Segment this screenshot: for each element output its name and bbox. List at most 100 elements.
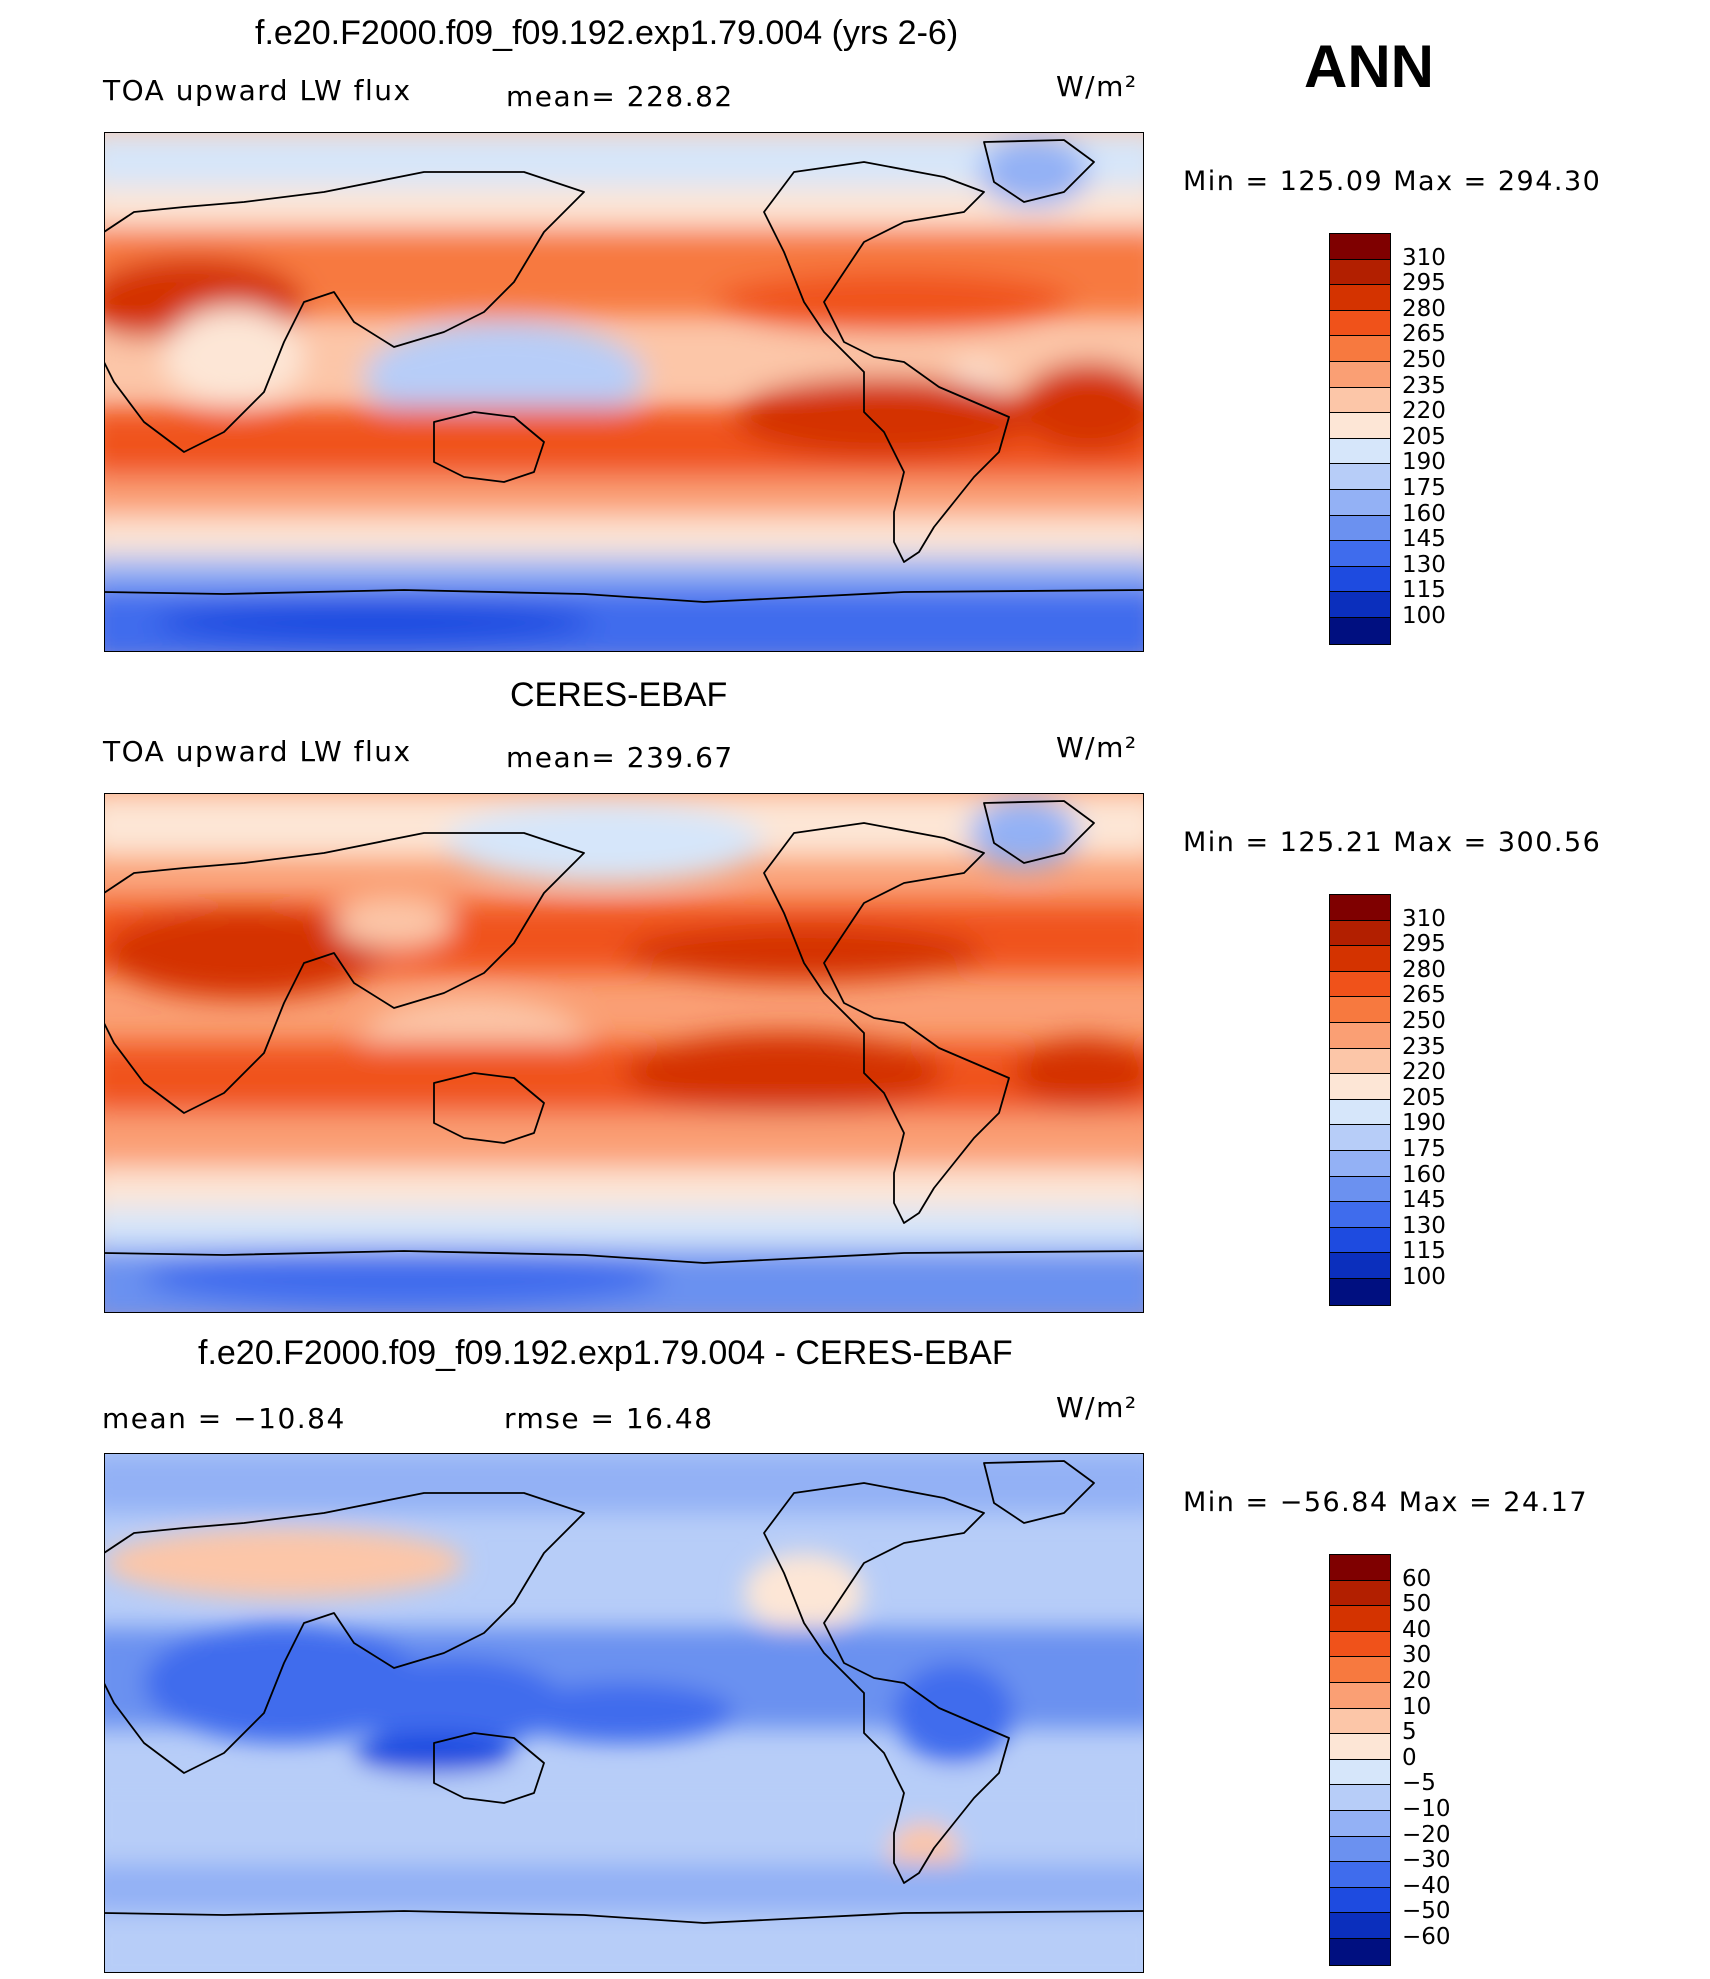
panel-2-map — [104, 793, 1144, 1313]
colorbar-swatch — [1330, 1631, 1390, 1658]
eurasia-warm — [104, 1528, 464, 1598]
colorbar-tick-label: 295 — [1402, 270, 1446, 297]
panel-2-colorbar — [1329, 894, 1391, 1306]
colorbar-swatch — [1330, 1682, 1390, 1709]
colorbar-swatch — [1330, 1253, 1390, 1279]
se-pacific-hot — [624, 1033, 944, 1113]
panel-3-title: f.e20.F2000.f09_f09.192.exp1.79.004 - CE… — [198, 1334, 1013, 1372]
antarctic-edge — [104, 1208, 1144, 1248]
colorbar-tick-label: 220 — [1402, 398, 1446, 425]
colorbar-swatch — [1330, 592, 1390, 618]
nh-midlat-band — [104, 187, 1144, 232]
colorbar-swatch — [1330, 1759, 1390, 1786]
colorbar-tick-label: 20 — [1402, 1668, 1432, 1694]
colorbar-tick-label: 145 — [1402, 1187, 1446, 1214]
colorbar-tick-label: 175 — [1402, 475, 1446, 501]
coast-greenland — [983, 139, 1095, 203]
colorbar-swatch — [1330, 1150, 1390, 1177]
colorbar-tick-label: 250 — [1402, 1008, 1446, 1034]
colorbar-tick-label: 220 — [1402, 1059, 1446, 1086]
season-label: ANN — [1304, 33, 1434, 100]
colorbar-tick-label: −50 — [1402, 1898, 1451, 1925]
coast-australia — [433, 1072, 545, 1144]
panel-3-mean-label: mean = −10.84 — [102, 1402, 346, 1435]
colorbar-swatch — [1330, 1125, 1390, 1151]
panel-3-map — [104, 1453, 1144, 1973]
colorbar-swatch — [1330, 464, 1390, 490]
panel-1-mean-label: mean= 228.82 — [506, 80, 734, 113]
colorbar-swatch — [1330, 1810, 1390, 1837]
panel-2-mean-label: mean= 239.67 — [506, 741, 734, 774]
colorbar-tick-label: 100 — [1402, 1264, 1446, 1290]
colorbar-swatch — [1330, 541, 1390, 567]
maritime-continent-cold — [344, 1658, 564, 1748]
coast-americas — [763, 822, 1010, 1224]
colorbar-tick-label: 60 — [1402, 1565, 1432, 1592]
colorbar-tick-label: 265 — [1402, 321, 1446, 348]
colorbar-swatch — [1330, 1278, 1390, 1305]
n-pacific-hot — [624, 925, 984, 981]
colorbar-tick-label: 295 — [1402, 931, 1446, 958]
colorbar-tick-label: 280 — [1402, 295, 1446, 322]
colorbar-swatch — [1330, 1887, 1390, 1914]
antarctic-core — [144, 1248, 664, 1308]
colorbar-tick-label: −20 — [1402, 1821, 1451, 1848]
colorbar-tick-label: 160 — [1402, 500, 1446, 527]
sh-band — [104, 1773, 1144, 1863]
panel-2-variable-label: TOA upward LW flux — [103, 735, 412, 768]
arctic-band — [104, 1453, 1144, 1513]
coast-afro-eurasia — [104, 171, 585, 453]
colorbar-swatch — [1330, 387, 1390, 414]
colorbar-tick-label: 10 — [1402, 1693, 1432, 1720]
panel-2-minmax: Min = 125.21 Max = 300.56 — [1183, 827, 1602, 858]
colorbar-tick-label: 205 — [1402, 423, 1446, 450]
panel-1-map — [104, 132, 1144, 652]
colorbar-tick-label: 190 — [1402, 449, 1446, 476]
n-america-warm — [744, 1553, 864, 1633]
panel-2-units: W/m² — [1056, 731, 1138, 764]
southern-ocean-band — [104, 517, 1144, 562]
colorbar-swatch — [1330, 1862, 1390, 1888]
colorbar-swatch — [1330, 361, 1390, 388]
coast-antarctica — [104, 1250, 1144, 1264]
sahara-hot — [104, 908, 384, 998]
colorbar-swatch — [1330, 1657, 1390, 1683]
colorbar-tick-label: 145 — [1402, 526, 1446, 553]
colorbar-swatch — [1330, 1938, 1390, 1965]
east-pacific-hot — [714, 272, 1074, 332]
colorbar-swatch — [1330, 1099, 1390, 1126]
greenland-cold — [969, 798, 1079, 868]
colorbar-swatch — [1330, 259, 1390, 286]
panel-1-title: f.e20.F2000.f09_f09.192.exp1.79.004 (yrs… — [255, 14, 959, 52]
colorbar-tick-label: 310 — [1402, 244, 1446, 271]
southern-ocean-band — [104, 1168, 1144, 1213]
coast-antarctica — [104, 1910, 1144, 1924]
colorbar-swatch — [1330, 895, 1390, 921]
colorbar-swatch — [1330, 617, 1390, 644]
southern-ocean — [104, 1863, 1144, 1913]
colorbar-tick-label: 50 — [1402, 1591, 1432, 1618]
siberia-cold — [444, 803, 764, 883]
greenland-cold — [979, 137, 1089, 207]
colorbar-swatch — [1330, 438, 1390, 465]
coast-greenland — [983, 800, 1095, 864]
colorbar-tick-label: 280 — [1402, 956, 1446, 983]
colorbar-swatch — [1330, 1580, 1390, 1607]
colorbar-swatch — [1330, 515, 1390, 542]
colorbar-tick-label: 115 — [1402, 1238, 1446, 1265]
colorbar-tick-label: −30 — [1402, 1847, 1451, 1874]
colorbar-tick-label: 175 — [1402, 1136, 1446, 1162]
colorbar-tick-label: 130 — [1402, 1212, 1446, 1239]
colorbar-tick-label: −40 — [1402, 1872, 1451, 1899]
panel-3-colorbar — [1329, 1554, 1391, 1966]
panel-3-units: W/m² — [1056, 1391, 1138, 1424]
tibet-cold — [334, 898, 454, 948]
colorbar-tick-label: 30 — [1402, 1642, 1432, 1669]
antarctic — [104, 1913, 1144, 1973]
colorbar-swatch — [1330, 1176, 1390, 1203]
panel-1-minmax: Min = 125.09 Max = 294.30 — [1183, 166, 1602, 197]
colorbar-swatch — [1330, 1227, 1390, 1254]
colorbar-swatch — [1330, 920, 1390, 947]
colorbar-tick-label: 5 — [1402, 1719, 1417, 1746]
panel-1-units: W/m² — [1056, 70, 1138, 103]
